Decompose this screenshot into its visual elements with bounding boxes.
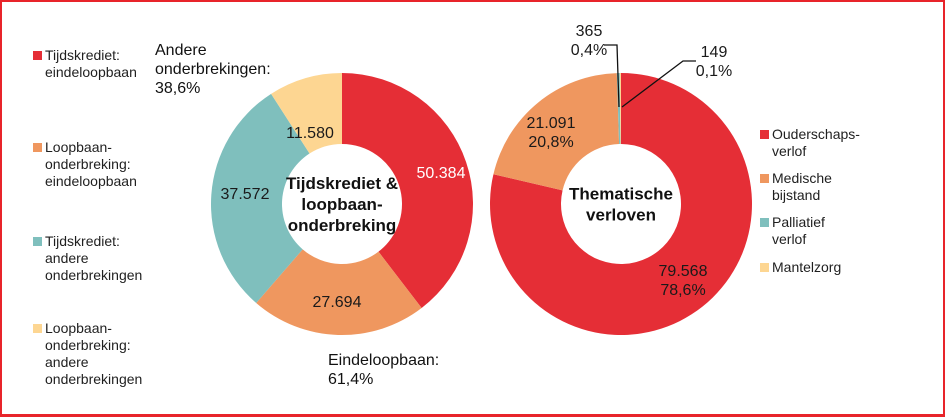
legend-label: Ouderschaps- verlof <box>772 126 860 159</box>
slice-medische-bijstand <box>493 73 620 191</box>
legend-label: Loopbaan- onderbreking: eindeloopbaan <box>45 139 137 189</box>
data-label-medische-bijstand: 21.091 <box>527 115 576 132</box>
leader-line-palliatief <box>604 44 620 108</box>
data-label-medische-bijstand: 20,8% <box>528 134 573 151</box>
donut-thematische-verloven: Thematische verloven 79.568 78,6% 21.091 20,8… <box>490 23 752 335</box>
legend-swatch <box>760 218 769 227</box>
center-label: Thematische <box>569 185 673 204</box>
leader-lines <box>604 44 696 108</box>
slice-palliatief-verlof <box>616 73 621 145</box>
data-label-mantelzorg: 0,1% <box>696 63 732 80</box>
data-label-tijdskrediet-eindeloopbaan: 50.384 <box>417 165 466 182</box>
data-label-ouderschapsverlof: 78,6% <box>660 282 705 299</box>
data-label-mantelzorg: 149 <box>701 44 728 61</box>
center-label: loopbaan- <box>301 195 382 214</box>
legend-label: Mantelzorg <box>772 259 842 275</box>
center-label: verloven <box>586 206 656 225</box>
slice-loopbaan-onderbreking-eindeloopbaan <box>256 249 422 335</box>
slice-tijdskrediet-andere-onderbrekingen <box>211 93 310 303</box>
center-label: Tijdskrediet & <box>286 174 398 193</box>
legend-swatch <box>760 130 769 139</box>
center-label: onderbreking <box>288 216 397 235</box>
legend-label: Palliatief verlof <box>772 214 825 247</box>
legend-label: Medische bijstand <box>772 170 832 203</box>
legend-left: Tijdskrediet: eindeloopbaan Loopbaan- on… <box>33 0 193 416</box>
slice-tijdskrediet-eindeloopbaan <box>342 73 474 309</box>
data-label-palliatief-verlof: 365 <box>576 23 603 40</box>
legend-swatch <box>33 143 42 152</box>
legend-right: Ouderschaps- verlof Medische bijstand Pa… <box>760 0 940 416</box>
annotation-eindeloopbaan: Eindeloopbaan: 61,4% <box>328 352 440 388</box>
slice-loopbaan-onderbreking-andere-onderbrekingen <box>271 73 342 154</box>
legend-label: Loopbaan- onderbreking: andere onderbrek… <box>45 320 143 387</box>
legend-swatch <box>33 324 42 333</box>
data-label-tijdskrediet-andere-onderbrekingen: 37.572 <box>221 186 270 203</box>
legend-swatch <box>760 174 769 183</box>
slice-ouderschapsverlof <box>490 73 752 335</box>
donut-tijdskrediet: Tijdskrediet & loopbaan-onderbreking 50.38… <box>211 73 474 335</box>
leader-line-mantelzorg <box>621 60 696 108</box>
data-label-ouderschapsverlof: 79.568 <box>659 263 708 280</box>
data-label-loopbaan-onderbreking-eindeloopbaan: 27.694 <box>313 294 362 311</box>
annotation-andere-onderbrekingen: Andere onderbrekingen: 38,6% <box>155 42 271 97</box>
slice-mantelzorg <box>619 73 621 145</box>
data-label-loopbaan-onderbreking-andere-onderbrekingen: 11.580 <box>286 125 334 142</box>
data-label-palliatief-verlof: 0,4% <box>571 42 607 59</box>
legend-swatch <box>760 263 769 272</box>
legend-swatch <box>33 51 42 60</box>
legend-swatch <box>33 237 42 246</box>
legend-label: Tijdskrediet: eindeloopbaan <box>45 47 137 80</box>
legend-label: Tijdskrediet: andere onderbrekingen <box>45 233 143 283</box>
